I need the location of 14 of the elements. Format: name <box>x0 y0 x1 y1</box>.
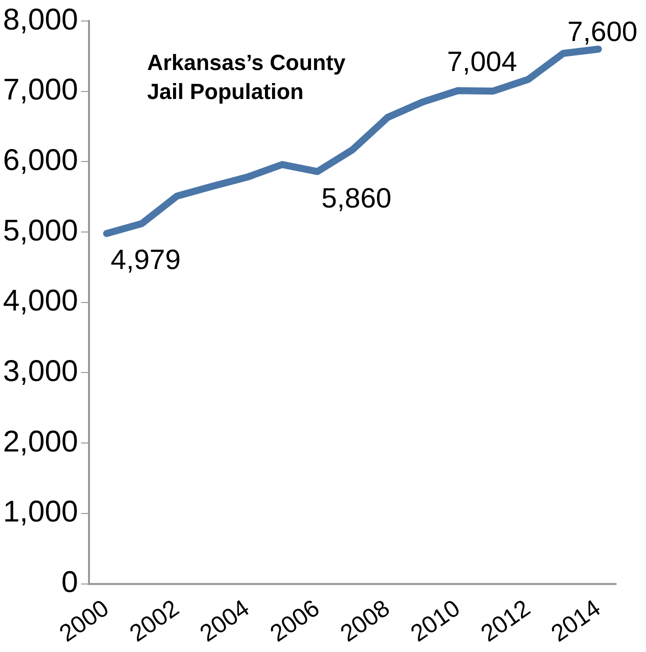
data-label: 7,600 <box>567 16 638 47</box>
y-tick-label: 1,000 <box>2 496 78 529</box>
text: Arkansas’s County Jail Population <box>147 50 346 104</box>
y-tick-label: 0 <box>61 566 78 600</box>
y-tick-label: 4,000 <box>2 284 78 318</box>
y-tick-label: 6,000 <box>2 144 78 177</box>
y-tick-label: 7,000 <box>2 74 78 107</box>
y-tick-label: 8,000 <box>2 3 78 36</box>
y-tick-label: 5,000 <box>2 214 78 248</box>
data-label: 4,979 <box>110 244 181 276</box>
data-label: 5,860 <box>321 182 392 214</box>
y-tick-label: 2,000 <box>2 425 78 458</box>
y-tick-label: 3,000 <box>2 355 78 388</box>
data-label: 7,004 <box>446 46 518 77</box>
